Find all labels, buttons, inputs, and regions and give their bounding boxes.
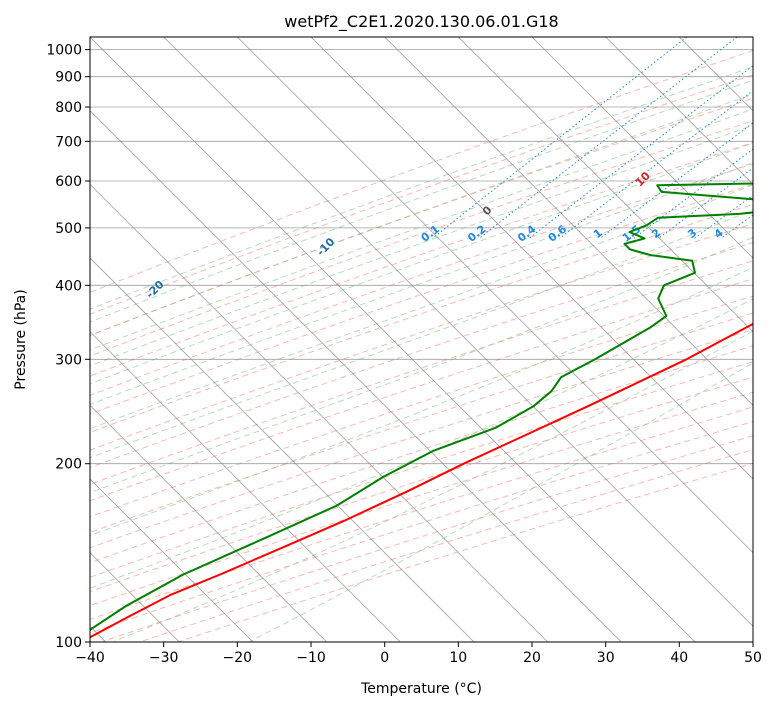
dry-adiabat-line	[90, 391, 753, 607]
y-axis-ticks: 1000 900 800 700 600 500 400 300 200 100	[46, 43, 90, 651]
moist-adiabat-line	[90, 162, 753, 405]
isotherm-line	[90, 257, 475, 642]
y-tick-label: 500	[55, 221, 82, 237]
x-tick-label: 30	[597, 650, 615, 666]
moist-adiabat-line	[90, 79, 753, 323]
dry-adiabat-line	[90, 120, 753, 357]
isotherm-line	[90, 37, 696, 642]
x-tick-label: −40	[75, 650, 105, 666]
mixing-ratio-line	[478, 37, 738, 239]
moist-adiabats	[90, 66, 753, 642]
moist-adiabat-line	[90, 209, 753, 459]
dry-adiabat-line	[90, 97, 753, 337]
dry-adiabats	[90, 50, 753, 642]
mixing-ratio-label: 6	[750, 226, 764, 241]
x-axis-ticks: −40 −30 −20 −10 0 10 20 30 40 50	[75, 642, 762, 666]
isotherm-line	[163, 37, 753, 627]
x-tick-label: −30	[149, 650, 179, 666]
temperature-profile-line	[90, 322, 753, 639]
profile-series	[90, 182, 753, 639]
y-tick-label: 700	[55, 134, 82, 150]
isotherm-line	[605, 37, 753, 185]
isotherm-line	[90, 478, 254, 642]
isotherm-line	[310, 37, 753, 480]
isotherm-line	[90, 404, 327, 642]
isotherm-line	[384, 37, 753, 406]
x-tick-label: 50	[744, 650, 762, 666]
y-tick-label: 300	[55, 352, 82, 368]
mixing-ratio-line	[559, 90, 753, 239]
isotherm-line	[531, 37, 753, 259]
dry-adiabat-line	[176, 462, 753, 642]
mixing-ratio-line	[633, 148, 753, 239]
plot-frame	[89, 36, 754, 643]
x-axis-label: Temperature (°C)	[360, 681, 482, 697]
isotherm-line	[90, 183, 548, 642]
dry-adiabat-line	[90, 241, 753, 469]
moist-adiabat-line	[90, 93, 753, 336]
isotherms	[90, 37, 753, 642]
y-tick-label: 600	[55, 174, 82, 190]
x-tick-label: −20	[223, 650, 253, 666]
dry-adiabat-line	[90, 203, 753, 433]
moist-adiabat-line	[248, 362, 753, 642]
moist-adiabat-line	[90, 142, 753, 385]
y-tick-label: 200	[55, 457, 82, 473]
isotherm-line	[90, 110, 622, 642]
x-tick-label: −10	[296, 650, 326, 666]
moist-adiabat-line	[90, 298, 753, 589]
mixing-ratio-line	[694, 194, 753, 239]
isotherm-line	[458, 37, 753, 333]
x-tick-label: 10	[449, 650, 467, 666]
dewpoint-profile-line	[90, 182, 753, 632]
dry-adiabat-line	[90, 376, 753, 593]
dry-adiabat-line	[90, 406, 753, 620]
chart-title: wetPf2_C2E1.2020.130.06.01.G18	[284, 12, 558, 32]
dry-adiabat-line	[90, 223, 753, 451]
dry-adiabat-line	[90, 260, 753, 485]
isotherm-line	[237, 37, 753, 554]
x-tick-label: 20	[523, 650, 541, 666]
mixing-ratio-line	[432, 37, 688, 239]
dry-adiabat-line	[90, 183, 753, 415]
dry-adiabat-line	[90, 278, 753, 502]
dry-adiabat-line	[90, 420, 753, 634]
y-tick-label: 900	[55, 70, 82, 86]
x-tick-label: 40	[670, 650, 688, 666]
y-tick-label: 1000	[46, 43, 82, 59]
y-tick-label: 400	[55, 278, 82, 294]
x-tick-label: 0	[380, 650, 389, 666]
y-tick-label: 800	[55, 100, 82, 116]
moist-adiabat-line	[90, 66, 753, 310]
moist-adiabat-line	[90, 184, 753, 430]
y-tick-label: 100	[55, 635, 82, 651]
y-axis-label: Pressure (hPa)	[13, 289, 29, 389]
mixing-ratio-lines	[432, 37, 753, 239]
